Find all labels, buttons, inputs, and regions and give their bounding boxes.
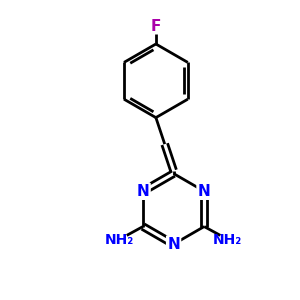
Text: N: N xyxy=(167,237,180,252)
Text: N: N xyxy=(136,184,149,199)
Text: N: N xyxy=(136,184,149,199)
Text: N: N xyxy=(198,184,211,199)
Text: NH₂: NH₂ xyxy=(213,233,242,247)
Text: N: N xyxy=(167,237,180,252)
Text: F: F xyxy=(151,19,161,34)
Text: NH₂: NH₂ xyxy=(105,233,134,247)
Text: N: N xyxy=(198,184,211,199)
